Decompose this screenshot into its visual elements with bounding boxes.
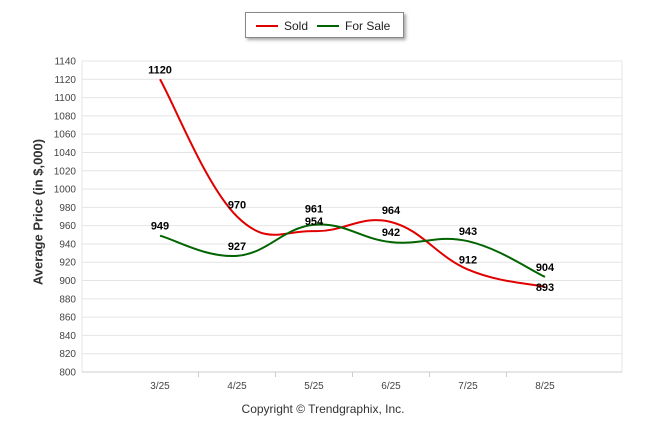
sold-data-label: 912 [459, 255, 477, 267]
sold-data-label: 964 [382, 205, 401, 217]
for-sale-data-label: 943 [459, 226, 477, 238]
for-sale-swatch [317, 25, 339, 27]
y-axis-label: Average Price (in $,000) [30, 138, 46, 286]
sold-line [159, 78, 546, 288]
y-tick-label: 860 [59, 313, 76, 324]
data-labels: 1120 970 954 964 912 893 949 927 961 942 943 904 [148, 64, 555, 294]
grid-lines [81, 60, 623, 377]
sold-data-label: 1120 [148, 64, 172, 76]
x-axis-ticks: 3/25 4/25 5/25 6/25 7/25 8/25 [150, 381, 555, 392]
for-sale-data-label: 927 [228, 241, 246, 253]
y-tick-label: 960 [59, 221, 76, 232]
for-sale-data-label: 961 [305, 204, 323, 216]
x-tick-label: 8/25 [535, 381, 555, 392]
y-tick-label: 1060 [54, 130, 77, 141]
x-tick-label: 7/25 [458, 381, 478, 392]
legend-label-for-sale: For Sale [345, 19, 391, 33]
legend-item-sold[interactable]: Sold [256, 19, 308, 33]
y-tick-label: 920 [59, 258, 76, 269]
legend: Sold For Sale [245, 12, 404, 38]
series-lines [159, 78, 546, 288]
y-tick-label: 1080 [54, 111, 77, 122]
for-sale-data-label: 904 [536, 262, 555, 274]
legend-label-sold: Sold [284, 19, 309, 33]
legend-item-for-sale[interactable]: For Sale [317, 19, 390, 33]
y-tick-label: 840 [59, 331, 76, 342]
y-tick-label: 880 [59, 294, 76, 305]
x-tick-label: 4/25 [227, 381, 247, 392]
y-tick-label: 1020 [54, 166, 77, 177]
x-tick-label: 5/25 [304, 381, 324, 392]
y-axis-ticks: 800 820 840 860 880 900 920 940 960 980 1000 1020 10… [54, 57, 77, 379]
y-tick-label: 980 [59, 203, 76, 214]
for-sale-data-label: 949 [151, 221, 169, 233]
y-tick-label: 1140 [54, 57, 76, 68]
sold-data-label: 970 [228, 200, 246, 212]
y-tick-label: 820 [59, 349, 76, 360]
y-tick-label: 940 [59, 239, 76, 250]
sold-swatch [256, 25, 278, 27]
y-tick-label: 900 [59, 276, 76, 287]
y-tick-label: 1000 [54, 185, 77, 196]
sold-data-label: 954 [305, 216, 324, 228]
sold-data-label: 893 [536, 282, 554, 294]
y-tick-label: 1120 [54, 75, 76, 86]
copyright-text: Copyright © Trendgraphix, Inc. [241, 402, 405, 416]
x-tick-label: 3/25 [150, 381, 170, 392]
x-tick-label: 6/25 [381, 381, 401, 392]
y-tick-label: 800 [59, 368, 76, 379]
y-tick-label: 1100 [54, 93, 76, 104]
for-sale-line [159, 223, 546, 278]
y-tick-label: 1040 [54, 148, 77, 159]
for-sale-data-label: 942 [382, 227, 400, 239]
